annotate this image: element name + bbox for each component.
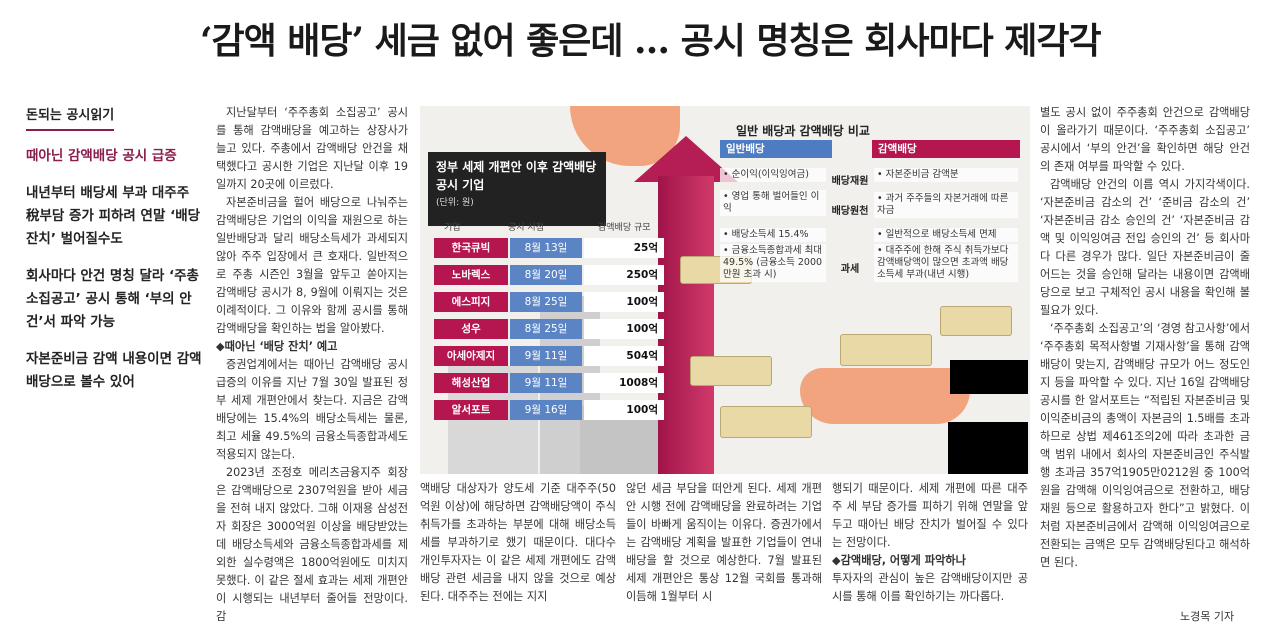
date-cell: 8월 25일 [510, 292, 582, 312]
date-cell: 8월 13일 [510, 238, 582, 258]
table-row: 한국큐빅 8월 13일 25억 [434, 238, 674, 258]
table-title-box: 정부 세제 개편안 이후 감액배당 공시 기업 (단위: 원) [428, 152, 606, 226]
header-amount: 감액배당 규모 [598, 223, 651, 233]
company-cell: 에스피지 [434, 292, 508, 312]
cell-reduction: • 대주주에 한해 주식 취득가보다 감액배당액이 많으면 초과액 배당소득세 … [874, 244, 1018, 282]
cash-bundle-icon [690, 356, 772, 386]
cash-bundle-icon [940, 306, 1012, 336]
comparison-table: 일반배당 감액배당 배당재원 배당원천 과세 • 순이익(이익잉여금) • 영업… [720, 140, 1024, 330]
subhead-3: 회사마다 안건 명칭 달라 ‘주총 소집공고’ 공시 통해 ‘부의 안건’서 파… [26, 268, 199, 330]
paragraph: 2023년 조정호 메리츠금융지주 회장은 감액배당으로 2307억원을 받아 … [216, 466, 408, 623]
amount-cell: 250억 [584, 265, 664, 285]
sidebar: 돈되는 공시읽기 때아닌 감액배당 공시 급증 내년부터 배당세 부과 대주주 … [26, 104, 206, 408]
company-cell: 노바렉스 [434, 265, 508, 285]
section-subheading: ◆감액배당, 어떻게 파악하나 [832, 554, 966, 567]
article-column-1b: 증권업계에서는 때아닌 감액배당 공시 급증의 이유를 지난 7월 30일 발표… [216, 356, 408, 626]
redaction-box [950, 360, 1028, 394]
amount-cell: 100억 [584, 400, 664, 420]
infographic: 정부 세제 개편안 이후 감액배당 공시 기업 (단위: 원) 기업 공시 시점… [420, 106, 1030, 474]
byline: 노경목 기자 [1180, 610, 1235, 623]
table-row: 에스피지 8월 25일 100억 [434, 292, 674, 312]
amount-cell: 1008억 [584, 373, 664, 393]
section-subheading: ◆때아닌 ‘배당 잔치’ 예고 [216, 340, 338, 353]
amount-cell: 100억 [584, 319, 664, 339]
paragraph: 투자자의 관심이 높은 감액배당이지만 공시를 통해 이를 확인하기는 까다롭다… [832, 572, 1028, 603]
table-row: 노바렉스 8월 20일 250억 [434, 265, 674, 285]
company-cell: 한국큐빅 [434, 238, 508, 258]
date-cell: 9월 11일 [510, 373, 582, 393]
paragraph: 별도 공시 없이 주주총회 안건으로 감액배당이 올라가기 때문이다. ‘주주총… [1040, 106, 1250, 173]
company-cell: 해성산업 [434, 373, 508, 393]
article-column-5: 별도 공시 없이 주주총회 안건으로 감액배당이 올라가기 때문이다. ‘주주총… [1040, 104, 1250, 572]
article-column-1: 지난달부터 ‘주주총회 소집공고’ 공시를 통해 감액배당을 예고하는 상장사가… [216, 104, 408, 356]
table-row: 해성산업 9월 11일 1008억 [434, 373, 674, 393]
subhead-4: 자본준비금 감액 내용이면 감액배당으로 볼수 있어 [26, 351, 202, 390]
hand-illustration [800, 368, 970, 424]
header-company: 기업 [444, 223, 461, 233]
cell-general: • 배당소득세 15.4% [720, 228, 826, 242]
paragraph: 지난달부터 ‘주주총회 소집공고’ 공시를 통해 감액배당을 예고하는 상장사가… [216, 106, 408, 191]
date-cell: 9월 11일 [510, 346, 582, 366]
subhead-2: 내년부터 배당세 부과 대주주 稅부담 증가 피하려 연말 ‘배당 잔치’ 벌어… [26, 185, 201, 247]
company-cell: 성우 [434, 319, 508, 339]
company-cell: 아세아제지 [434, 346, 508, 366]
section-tag: 돈되는 공시읽기 [26, 104, 115, 131]
paragraph: ‘주주총회 소집공고’의 ‘경영 참고사항’에서 ‘주주총회 목적사항별 기재사… [1040, 322, 1250, 569]
date-cell: 8월 20일 [510, 265, 582, 285]
header-reduction-dividend: 감액배당 [872, 140, 1020, 158]
row-label: 배당재원 [831, 176, 869, 187]
paragraph: 행되기 때문이다. 세제 개편에 따른 대주주 세 부담 증가를 피하기 위해 … [832, 482, 1028, 549]
article-column-3: 않던 세금 부담을 떠안게 된다. 세제 개편안 시행 전에 감액배당을 완료하… [626, 480, 822, 606]
paragraph: 액배당 대상자가 양도세 기준 대주주(50억원 이상)에 해당하면 감액배당액… [420, 482, 616, 603]
paragraph: 감액배당 안건의 이름 역시 가지각색이다. ‘자본준비금 감소의 건’ ‘준비… [1040, 178, 1250, 317]
table-row: 아세아제지 9월 11일 504억 [434, 346, 674, 366]
article-column-4: 행되기 때문이다. 세제 개편에 따른 대주주 세 부담 증가를 피하기 위해 … [832, 480, 1028, 606]
comparison-title: 일반 배당과 감액배당 비교 [736, 124, 870, 138]
cell-reduction: • 자본준비금 감액분 [874, 168, 1018, 182]
paragraph: 자본준비금을 헐어 배당으로 나눠주는 감액배당은 기업의 이익을 재원으로 하… [216, 196, 408, 335]
amount-cell: 504억 [584, 346, 664, 366]
table-row: 알서포트 9월 16일 100억 [434, 400, 674, 420]
header-general-dividend: 일반배당 [720, 140, 832, 158]
table-title: 정부 세제 개편안 이후 감액배당 공시 기업 [436, 160, 597, 192]
row-label: 배당원천 [831, 206, 869, 217]
date-cell: 9월 16일 [510, 400, 582, 420]
redaction-box [948, 422, 1028, 474]
cash-bundle-icon [840, 334, 932, 366]
subhead-1: 때아닌 감액배당 공시 급증 [26, 148, 177, 164]
amount-cell: 100억 [584, 292, 664, 312]
row-label: 과세 [840, 264, 860, 275]
article-column-2: 액배당 대상자가 양도세 기준 대주주(50억원 이상)에 해당하면 감액배당액… [420, 480, 616, 606]
company-cell: 알서포트 [434, 400, 508, 420]
header-date: 공시 시점 [508, 223, 544, 233]
cell-reduction: • 일반적으로 배당소득세 면제 [874, 228, 1018, 242]
table-row: 성우 8월 25일 100억 [434, 319, 674, 339]
cell-general: • 금융소득종합과세 최대 49.5% (금융소득 2000만원 초과 시) [720, 244, 826, 282]
cash-bundle-icon [720, 406, 812, 438]
date-cell: 8월 25일 [510, 319, 582, 339]
headline: ‘감액 배당’ 세금 없어 좋은데 … 공시 명칭은 회사마다 제각각 [200, 20, 1102, 62]
arrow-shaft [658, 176, 714, 474]
cell-reduction: • 과거 주주들의 자본거래에 따른 자금 [874, 192, 1018, 218]
paragraph: 않던 세금 부담을 떠안게 된다. 세제 개편안 시행 전에 감액배당을 완료하… [626, 482, 822, 603]
table-unit: (단위: 원) [436, 198, 474, 208]
cell-general: • 순이익(이익잉여금) [720, 168, 826, 182]
cell-general: • 영업 통해 벌어들인 이익 [720, 190, 826, 216]
paragraph: 증권업계에서는 때아닌 감액배당 공시 급증의 이유를 지난 7월 30일 발표… [216, 358, 408, 461]
amount-cell: 25억 [584, 238, 664, 258]
